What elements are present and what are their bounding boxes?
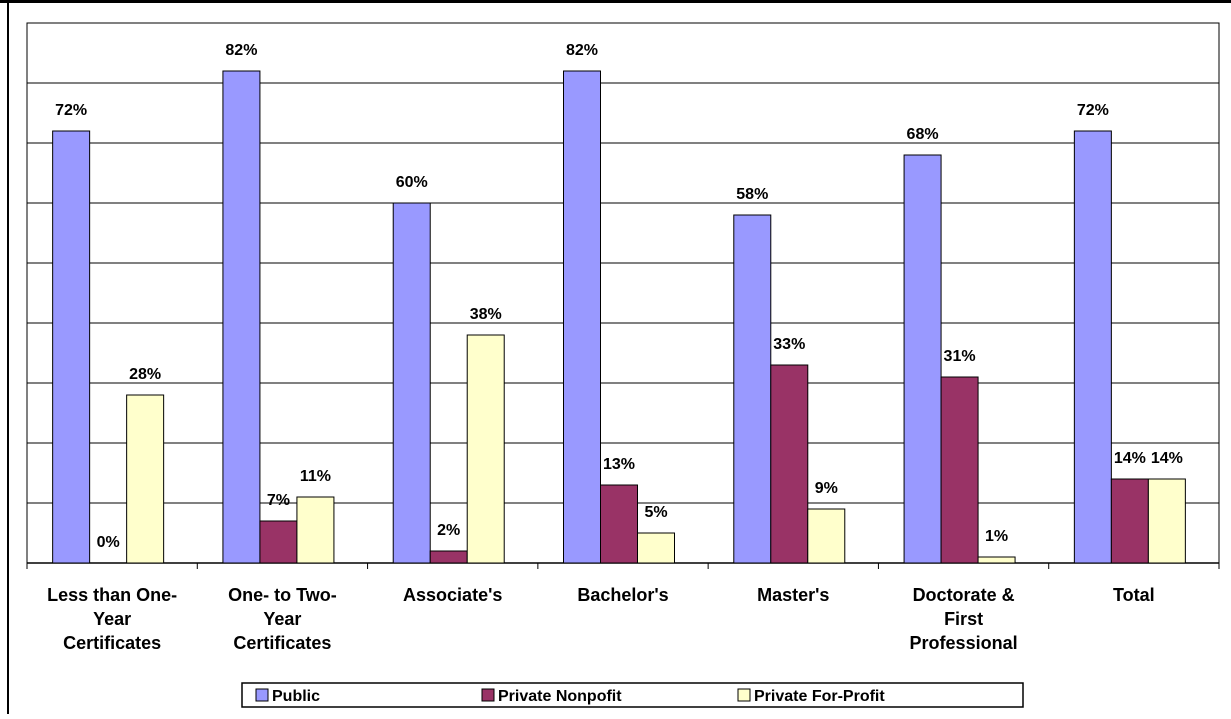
data-label: 72% <box>55 102 87 119</box>
data-label: 14% <box>1151 450 1183 467</box>
bar <box>1073 130 1112 564</box>
bar <box>259 520 298 564</box>
data-label: 2% <box>437 522 460 539</box>
bar <box>429 550 468 564</box>
data-label: 60% <box>396 174 428 191</box>
legend-label: Private Nonpofit <box>498 688 622 705</box>
x-tick-label: Less than One- <box>47 585 177 605</box>
data-label: 38% <box>470 306 502 323</box>
data-label: 72% <box>1077 102 1109 119</box>
bar <box>563 70 601 564</box>
data-label: 7% <box>267 492 290 509</box>
bar <box>222 70 261 564</box>
plot-area <box>26 22 1220 564</box>
bar <box>1110 478 1149 564</box>
bar <box>296 496 335 564</box>
data-label: 58% <box>736 186 768 203</box>
data-label: 82% <box>566 42 598 59</box>
x-tick-label: First <box>944 609 983 629</box>
data-label: 68% <box>907 126 939 143</box>
legend-swatch <box>255 688 269 702</box>
bar <box>392 202 431 564</box>
data-label: 14% <box>1114 450 1146 467</box>
bar <box>733 214 772 564</box>
data-label: 13% <box>603 456 635 473</box>
bar <box>637 532 675 564</box>
x-tick-label: Year <box>93 609 131 629</box>
data-label: 31% <box>944 348 976 365</box>
x-tick-label: Master's <box>757 585 829 605</box>
data-label: 1% <box>985 528 1008 545</box>
x-tick-label: Year <box>263 609 301 629</box>
data-label: 9% <box>815 480 838 497</box>
data-label: 28% <box>129 366 161 383</box>
legend-swatch <box>737 688 751 702</box>
bar <box>1147 478 1186 564</box>
data-label: 5% <box>644 504 667 521</box>
x-tick-label: Certificates <box>233 633 331 653</box>
bar <box>466 334 505 564</box>
x-tick-label: Professional <box>910 633 1018 653</box>
data-label: 82% <box>225 42 257 59</box>
bar <box>126 394 165 564</box>
bar <box>770 364 809 564</box>
data-label: 0% <box>97 534 120 551</box>
bar <box>52 130 91 564</box>
frame-border-left <box>7 3 9 714</box>
data-label: 11% <box>300 468 331 485</box>
bar <box>807 508 846 564</box>
frame-border-top <box>0 0 1231 3</box>
bar <box>977 556 1016 564</box>
bar <box>940 376 979 564</box>
x-tick-label: Associate's <box>403 585 502 605</box>
legend-swatch <box>481 688 495 702</box>
legend-box <box>241 682 1024 708</box>
legend-label: Private For-Profit <box>754 688 885 705</box>
x-tick-label: Total <box>1113 585 1155 605</box>
bar <box>903 154 942 564</box>
x-tick-label: Bachelor's <box>577 585 668 605</box>
legend-label: Public <box>272 688 320 705</box>
x-tick-label: Certificates <box>63 633 161 653</box>
bar <box>600 484 638 564</box>
data-label: 33% <box>773 336 805 353</box>
x-tick-label: One- to Two- <box>228 585 337 605</box>
x-tick-label: Doctorate & <box>913 585 1015 605</box>
